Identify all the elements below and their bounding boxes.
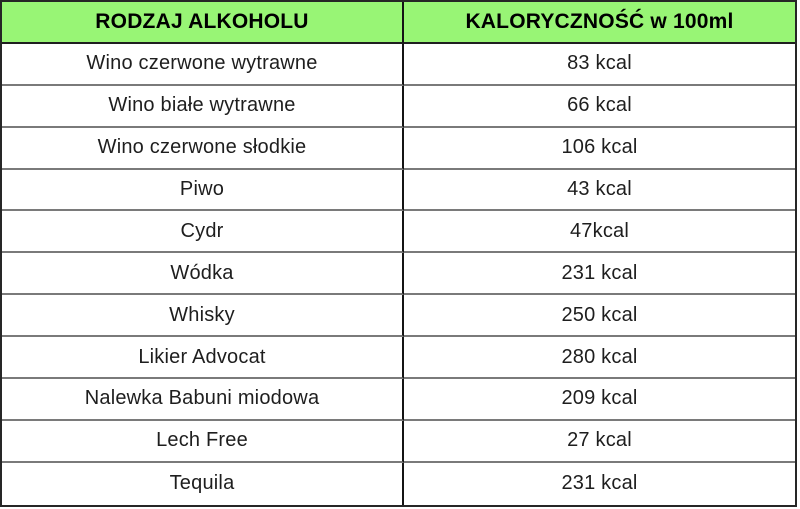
alcohol-type-cell: Wino białe wytrawne [2,85,404,128]
alcohol-type-cell: Wino czerwone słodkie [2,127,404,170]
calories-cell: 27 kcal [404,420,795,463]
calories-cell: 231 kcal [404,462,795,505]
calories-cell: 106 kcal [404,127,795,170]
alcohol-type-cell: Whisky [2,295,404,338]
calories-cell: 280 kcal [404,337,795,380]
alcohol-type-cell: Likier Advocat [2,337,404,380]
calories-cell: 66 kcal [404,85,795,128]
alcohol-type-cell: Tequila [2,462,404,505]
calories-cell: 47kcal [404,211,795,254]
header-calories: KALORYCZNOŚĆ w 100ml [404,2,795,44]
calories-cell: 209 kcal [404,379,795,421]
alcohol-type-cell: Wódka [2,253,404,296]
calories-cell: 83 kcal [404,43,795,86]
alcohol-type-cell: Nalewka Babuni miodowa [2,379,404,421]
calories-cell: 250 kcal [404,295,795,338]
calories-cell: 43 kcal [404,169,795,212]
alcohol-type-cell: Lech Free [2,420,404,463]
alcohol-type-cell: Wino czerwone wytrawne [2,43,404,86]
header-alcohol-type: RODZAJ ALKOHOLU [2,2,404,44]
calories-cell: 231 kcal [404,253,795,296]
alcohol-type-cell: Cydr [2,211,404,254]
alcohol-type-cell: Piwo [2,169,404,212]
